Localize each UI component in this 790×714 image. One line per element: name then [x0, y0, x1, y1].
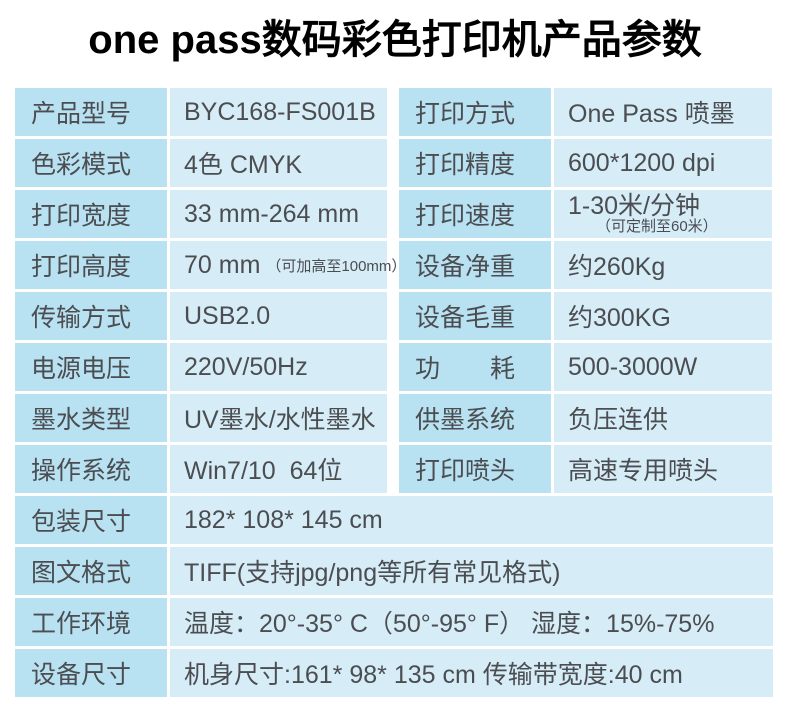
spec-label-cell: 工作环境	[15, 598, 167, 646]
spec-label-cell: 墨水类型	[15, 394, 167, 442]
spec-label-cell: 功 耗	[399, 343, 551, 391]
spec-label-cell: 打印精度	[399, 139, 551, 187]
spec-label-cell: 打印速度	[399, 190, 551, 238]
spec-row: 传输方式 USB2.0 设备毛重 约300KG	[15, 292, 773, 340]
spec-label-cell: 供墨系统	[399, 394, 551, 442]
spec-label-cell: 电源电压	[15, 343, 167, 391]
spec-row: 包装尺寸 182* 108* 145 cm	[15, 496, 773, 544]
spec-value-main: 70 mm	[184, 250, 261, 279]
spec-row: 设备尺寸 机身尺寸:161* 98* 135 cm 传输带宽度:40 cm	[15, 649, 773, 697]
spec-value-cell: TIFF(支持jpg/png等所有常见格式)	[170, 547, 773, 595]
spec-value-cell: 70 mm （可加高至100mm）	[170, 241, 406, 289]
spec-label-cell: 设备尺寸	[15, 649, 167, 697]
spec-value-cell: 负压连供	[554, 394, 772, 442]
spec-value-cell: 1-30米/分钟 （可定制至60米）	[554, 190, 772, 238]
spec-value-cell: Win7/10 64位	[170, 445, 387, 493]
spec-label-cell: 打印宽度	[15, 190, 167, 238]
spec-row: 图文格式 TIFF(支持jpg/png等所有常见格式)	[15, 547, 773, 595]
spec-row: 打印宽度 33 mm-264 mm 打印速度 1-30米/分钟 （可定制至60米…	[15, 190, 773, 238]
spec-value-cell: 500-3000W	[554, 343, 772, 391]
spec-value-cell: 600*1200 dpi	[554, 139, 772, 187]
spec-value-cell: 33 mm-264 mm	[170, 190, 387, 238]
spec-table: 产品型号 BYC168-FS001B 打印方式 One Pass 喷墨 色彩模式…	[15, 88, 773, 697]
spec-label-cell: 色彩模式	[15, 139, 167, 187]
spec-row: 产品型号 BYC168-FS001B 打印方式 One Pass 喷墨	[15, 88, 773, 136]
spec-value-cell: BYC168-FS001B	[170, 88, 387, 136]
spec-value-cell: UV墨水/水性墨水	[170, 394, 387, 442]
spec-row: 工作环境 温度：20°-35° C（50°-95° F） 湿度：15%-75%	[15, 598, 773, 646]
spec-label-cell: 图文格式	[15, 547, 167, 595]
spec-value-cell: 220V/50Hz	[170, 343, 387, 391]
spec-value-cell: One Pass 喷墨	[554, 88, 772, 136]
spec-value-note: （可加高至100mm）	[266, 257, 407, 275]
spec-value-cell: 温度：20°-35° C（50°-95° F） 湿度：15%-75%	[170, 598, 773, 646]
spec-row: 墨水类型 UV墨水/水性墨水 供墨系统 负压连供	[15, 394, 773, 442]
spec-value-cell: 约300KG	[554, 292, 772, 340]
spec-value-cell: USB2.0	[170, 292, 387, 340]
spec-value-note: （可定制至60米）	[596, 218, 718, 235]
spec-value-cell: 高速专用喷头	[554, 445, 772, 493]
spec-label-cell: 打印方式	[399, 88, 551, 136]
spec-value-cell: 182* 108* 145 cm	[170, 496, 773, 544]
spec-row: 电源电压 220V/50Hz 功 耗 500-3000W	[15, 343, 773, 391]
spec-value-cell: 约260Kg	[554, 241, 772, 289]
spec-row: 色彩模式 4色 CMYK 打印精度 600*1200 dpi	[15, 139, 773, 187]
spec-row: 打印高度 70 mm （可加高至100mm） 设备净重 约260Kg	[15, 241, 773, 289]
spec-label-cell: 包装尺寸	[15, 496, 167, 544]
spec-label-cell: 操作系统	[15, 445, 167, 493]
spec-label-cell: 打印喷头	[399, 445, 551, 493]
spec-value-cell: 机身尺寸:161* 98* 135 cm 传输带宽度:40 cm	[170, 649, 773, 697]
spec-value-cell: 4色 CMYK	[170, 139, 387, 187]
spec-label-cell: 打印高度	[15, 241, 167, 289]
spec-label-cell: 传输方式	[15, 292, 167, 340]
spec-label-cell: 产品型号	[15, 88, 167, 136]
spec-label-cell: 设备净重	[399, 241, 551, 289]
spec-value-main: 1-30米/分钟	[568, 192, 700, 220]
spec-label-cell: 设备毛重	[399, 292, 551, 340]
page-title: one pass数码彩色打印机产品参数	[88, 18, 702, 62]
spec-row: 操作系统 Win7/10 64位 打印喷头 高速专用喷头	[15, 445, 773, 493]
